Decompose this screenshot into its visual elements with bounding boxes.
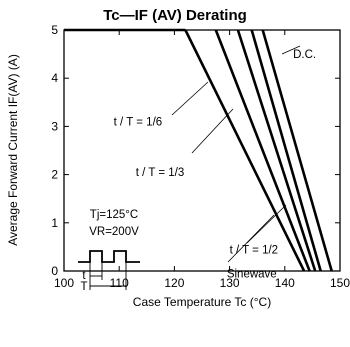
annotation-leader xyxy=(281,45,301,55)
series-annotation: t / T = 1/2 xyxy=(230,244,278,256)
x-axis-label: Case Temperature Tc (°C) xyxy=(133,295,271,309)
series-line xyxy=(250,29,322,272)
annotation-leader xyxy=(227,214,275,263)
axes-layer: 100 110 120 130 140 150 0 1 2 3 4 5 xyxy=(51,23,350,290)
annotation-leader xyxy=(246,204,287,244)
series-line xyxy=(261,29,333,272)
condition-tj: Tj=125°C xyxy=(90,209,138,221)
x-tick-label: 150 xyxy=(330,276,350,290)
series-annotation: t / T = 1/3 xyxy=(136,167,184,179)
chart-title: Tc—IF (AV) Derating xyxy=(103,7,247,24)
series-annotation: t / T = 1/6 xyxy=(114,117,162,129)
annotation-leader xyxy=(191,108,234,154)
series-annotation: D.C. xyxy=(293,49,316,61)
x-tick-label: 120 xyxy=(164,276,184,290)
pulse-waveform-icon xyxy=(78,250,140,263)
plot-frame xyxy=(63,29,341,272)
series-line xyxy=(184,29,306,272)
y-tick-label: 4 xyxy=(51,71,58,85)
pulse-period-label: T xyxy=(80,281,87,293)
y-axis-label: Average Forward Current IF(AV) (A) xyxy=(6,54,20,246)
y-tick-label: 5 xyxy=(51,23,58,37)
series-line xyxy=(236,29,317,272)
annotation-leader xyxy=(171,81,209,116)
y-tick-label: 3 xyxy=(51,119,58,133)
series-layer xyxy=(64,28,333,272)
x-tick-label: 130 xyxy=(220,276,240,290)
y-tick-label: 2 xyxy=(51,168,58,182)
y-tick-label: 1 xyxy=(51,216,58,230)
y-tick-label: 0 xyxy=(51,264,58,278)
x-tick-label: 110 xyxy=(110,276,129,290)
series-annotation: Sinewave xyxy=(227,268,277,280)
pulse-width-label: t xyxy=(82,270,86,282)
annotation-layer: D.C. t / T = 1/6 t / T = 1/3 t / T = 1/2 Sin… xyxy=(114,45,316,280)
x-tick-label: 100 xyxy=(54,276,74,290)
conditions-inset: Tj=125°C VR=200V t T xyxy=(78,209,140,293)
condition-vr: VR=200V xyxy=(89,226,139,238)
x-tick-label: 140 xyxy=(275,276,295,290)
series-line xyxy=(214,29,311,272)
